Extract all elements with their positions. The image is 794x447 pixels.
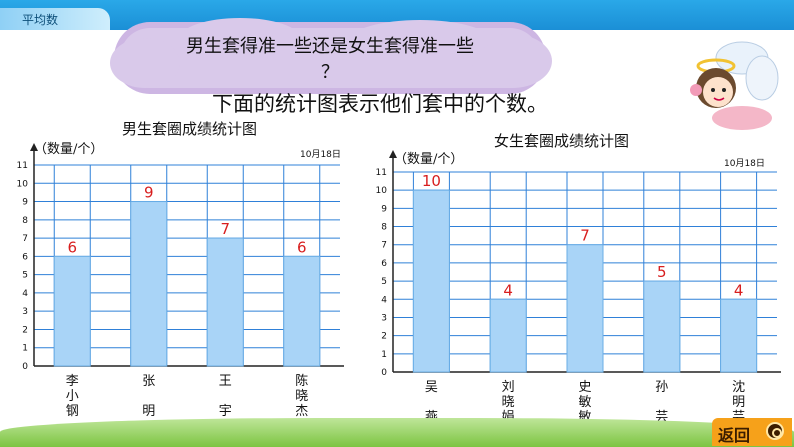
question-line-2: ？ [321,62,339,83]
back-button[interactable]: 返回 [712,418,792,446]
boys-y-tick-label: 9 [22,198,28,208]
section-label: 平均数 [22,13,59,27]
boys-unit-label: （数量/个） [34,142,104,157]
girls-y-tick-label: 1 [381,350,387,360]
girls-chart-title: 女生套圈成绩统计图 [494,132,630,150]
girls-category-label: 孙芸 [655,380,669,425]
angel-mascot-icon [690,41,779,130]
boys-category-label: 王宇 [218,374,232,419]
girls-bar-value-label: 5 [657,263,667,281]
question-cloud: 男生套得准一些还是女生套得准一些 ？ [110,18,552,88]
girls-bar-value-label: 4 [503,281,513,299]
girls-bar [489,298,527,373]
boys-y-tick-label: 0 [22,362,28,372]
girls-y-tick-label: 3 [381,313,387,323]
girls-bar [643,280,681,373]
girls-bar-value-label: 7 [580,227,590,245]
girls-y-tick-label: 5 [381,277,387,287]
boys-y-tick-label: 1 [22,344,28,354]
boys-y-tick-label: 6 [22,252,28,262]
boys-bar [283,255,321,367]
girls-bar-value-label: 10 [422,172,441,190]
girls-bar [720,298,758,373]
girls-y-tick-label: 8 [381,223,387,233]
question-line-1: 男生套得准一些还是女生套得准一些 [186,36,474,57]
boys-y-tick-label: 7 [22,234,28,244]
girls-bar-value-label: 4 [734,281,744,299]
girls-y-tick-label: 0 [381,368,387,378]
boys-bar [130,201,168,367]
girls-bar [566,244,604,373]
girls-y-tick-label: 2 [381,332,387,342]
boys-bar-value-label: 6 [67,238,77,256]
boys-bar-value-label: 6 [297,238,307,256]
boys-y-tick-label: 5 [22,271,28,281]
boys-y-tick-label: 2 [22,325,28,335]
boys-y-tick-label: 8 [22,216,28,226]
boys-chart-title: 男生套圈成绩统计图 [122,120,258,138]
boys-category-label: 陈晓杰 [295,374,309,419]
girls-date: 10月18日 [724,159,765,169]
girls-y-tick-label: 9 [381,204,387,214]
boys-y-tick-label: 11 [17,161,28,171]
girls-unit-label: （数量/个） [394,152,464,167]
boys-bar [53,255,91,367]
boys-category-label: 张明 [142,374,156,419]
section-tab: 平均数 [0,8,110,30]
boys-y-tick-label: 3 [22,307,28,317]
boys-bar [206,237,244,367]
boys-bar-value-label: 7 [220,220,230,238]
search-icon[interactable] [766,422,784,440]
boys-bar-value-label: 9 [144,184,154,202]
boys-y-tick-label: 4 [22,289,28,299]
girls-y-tick-label: 4 [381,295,387,305]
girls-bar [412,189,450,373]
boys-date: 10月18日 [300,150,341,160]
boys-y-tick-label: 10 [17,179,29,189]
grass-footer [0,418,794,447]
girls-y-tick-label: 11 [376,168,387,178]
page-subtitle: 下面的统计图表示他们套中的个数。 [212,92,548,116]
girls-y-axis-arrow [389,150,397,158]
back-button-label: 返回 [718,426,751,445]
girls-y-tick-label: 10 [376,186,388,196]
girls-y-tick-label: 6 [381,259,387,269]
boys-y-axis-arrow [30,143,38,151]
girls-y-tick-label: 7 [381,241,387,251]
boys-category-label: 李小钢 [65,374,79,419]
